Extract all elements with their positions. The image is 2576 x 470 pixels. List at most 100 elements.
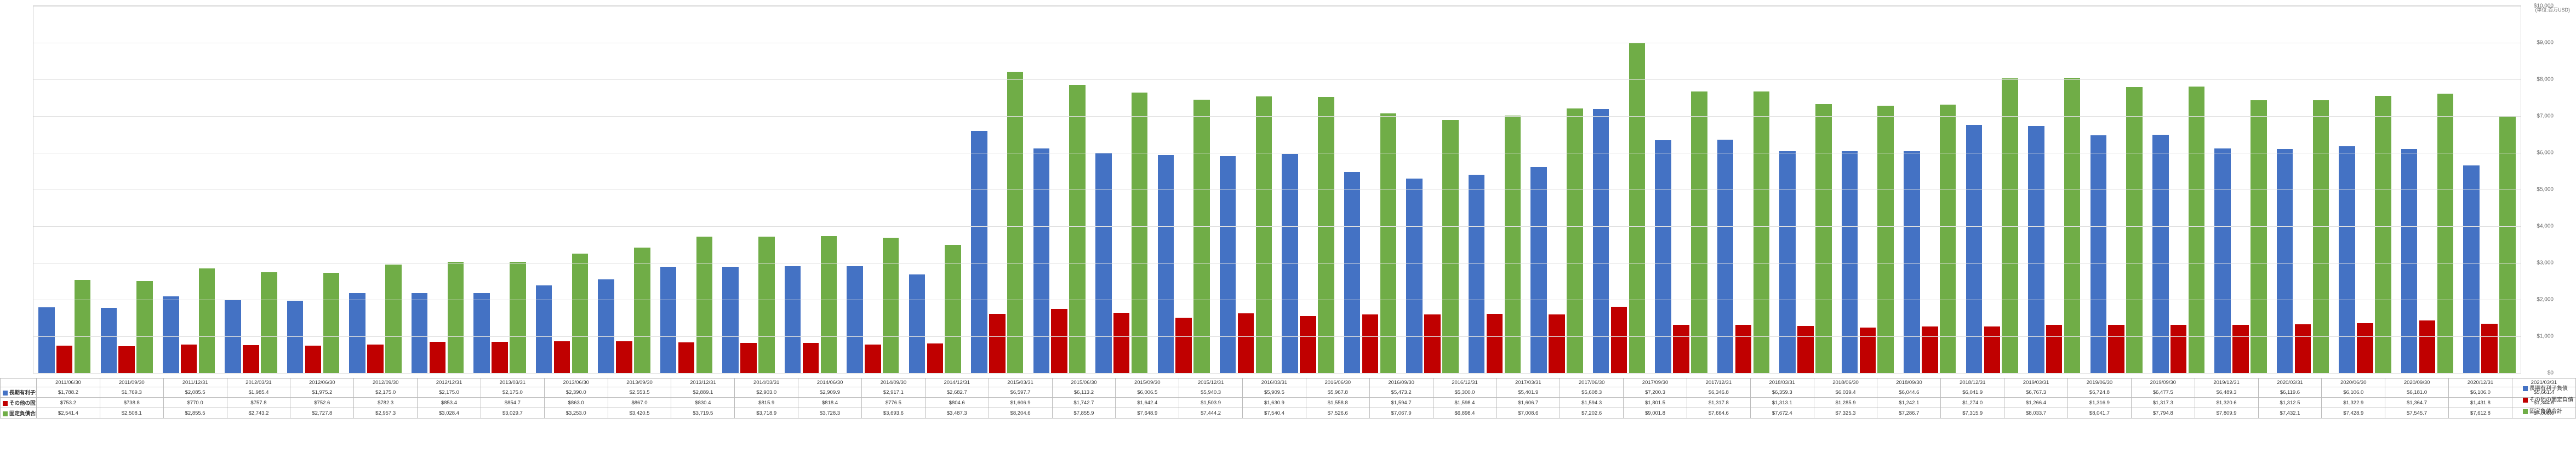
- bar-s1: [473, 293, 490, 373]
- table-col-header: 2013/12/31: [671, 379, 735, 387]
- table-col-header: 2016/06/30: [1306, 379, 1369, 387]
- table-cell: $7,202.6: [1560, 408, 1624, 419]
- legend-swatch: [2523, 398, 2528, 403]
- legend-item: 長期有利子負債: [2523, 383, 2573, 392]
- table-cell: $6,346.8: [1687, 387, 1750, 398]
- y-axis-tick: $3,000: [2537, 260, 2554, 266]
- table-col-header: 2019/09/30: [2131, 379, 2195, 387]
- table-cell: $7,315.9: [1941, 408, 2004, 419]
- table-col-header: 2019/06/30: [2068, 379, 2132, 387]
- table-cell: $1,364.7: [2385, 398, 2449, 408]
- table-cell: $815.9: [735, 398, 798, 408]
- table-cell: $2,903.0: [735, 387, 798, 398]
- bar-s3: [2126, 87, 2143, 373]
- bar-s3: [1193, 100, 1210, 373]
- bar-s1: [2152, 135, 2169, 373]
- data-table: 2011/06/302011/09/302011/12/312012/03/31…: [0, 378, 2576, 419]
- table-cell: $1,274.0: [1941, 398, 2004, 408]
- bar-s3: [1132, 93, 1148, 373]
- bar-s1: [598, 279, 614, 373]
- y-axis-tick: $6,000: [2537, 150, 2554, 156]
- table-cell: $7,325.3: [1814, 408, 1877, 419]
- bar-s1: [38, 307, 55, 373]
- bar-s3: [2064, 78, 2081, 373]
- table-cell: $1,606.7: [1497, 398, 1560, 408]
- table-cell: $1,266.4: [2004, 398, 2068, 408]
- bar-s2: [1984, 326, 2001, 373]
- bar-s1: [163, 296, 179, 373]
- bar-s1: [1282, 154, 1298, 373]
- table-cell: $7,612.8: [2449, 408, 2512, 419]
- legend-swatch: [3, 411, 8, 416]
- legend-swatch: [3, 391, 8, 396]
- bar-s3: [385, 265, 402, 373]
- bar-s1: [1406, 179, 1423, 373]
- table-cell: $6,041.9: [1941, 387, 2004, 398]
- table-cell: $5,401.9: [1497, 387, 1560, 398]
- table-col-header: 2017/12/31: [1687, 379, 1750, 387]
- table-col-header: 2013/06/30: [544, 379, 608, 387]
- table-col-header: 2019/03/31: [2004, 379, 2068, 387]
- table-cell: $6,044.6: [1877, 387, 1941, 398]
- table-col-header: 2015/03/31: [989, 379, 1052, 387]
- table-cell: $2,175.0: [481, 387, 544, 398]
- table-cell: $863.0: [544, 398, 608, 408]
- table-cell: $1,742.7: [1052, 398, 1116, 408]
- table-cell: $1,558.8: [1306, 398, 1369, 408]
- table-col-header: 2012/12/31: [418, 379, 481, 387]
- table-cell: $2,175.0: [354, 387, 418, 398]
- bar-s3: [1505, 116, 1521, 373]
- table-col-header: 2018/06/30: [1814, 379, 1877, 387]
- bar-s1: [1593, 109, 1609, 373]
- table-col-header: 2015/12/31: [1179, 379, 1243, 387]
- bar-s2: [1051, 309, 1067, 373]
- table-col-header: 2011/09/30: [100, 379, 163, 387]
- bar-s2: [56, 346, 73, 373]
- table-cell: $8,033.7: [2004, 408, 2068, 419]
- table-cell: $2,175.0: [418, 387, 481, 398]
- table-cell: $776.5: [861, 398, 925, 408]
- table-col-header: 2012/09/30: [354, 379, 418, 387]
- table-cell: $7,200.3: [1624, 387, 1687, 398]
- table-cell: $853.4: [418, 398, 481, 408]
- table-cell: $7,809.9: [2195, 408, 2258, 419]
- y-axis-tick: $9,000: [2537, 40, 2554, 46]
- bar-s1: [1842, 151, 1858, 373]
- bar-s1: [536, 285, 552, 373]
- table-cell: $6,597.7: [989, 387, 1052, 398]
- table-cell: $7,540.4: [1243, 408, 1306, 419]
- bar-s2: [1735, 325, 1752, 373]
- table-cell: $3,028.4: [418, 408, 481, 419]
- table-col-header: 2016/09/30: [1369, 379, 1433, 387]
- bar-s2: [243, 345, 259, 373]
- table-cell: $5,909.5: [1243, 387, 1306, 398]
- table-cell: $5,300.0: [1433, 387, 1497, 398]
- bar-s2: [2046, 325, 2063, 373]
- table-col-header: 2014/03/31: [735, 379, 798, 387]
- bar-s2: [554, 341, 570, 373]
- table-cell: $1,594.3: [1560, 398, 1624, 408]
- table-cell: $9,001.8: [1624, 408, 1687, 419]
- table-cell: $7,428.9: [2322, 408, 2385, 419]
- bar-s1: [1158, 155, 1174, 373]
- bar-s3: [696, 237, 713, 373]
- bar-s2: [1673, 325, 1689, 373]
- bar-s2: [803, 343, 819, 373]
- table-col-header: 2016/03/31: [1243, 379, 1306, 387]
- table-col-header: 2013/03/31: [481, 379, 544, 387]
- bar-s2: [1113, 313, 1130, 373]
- table-cell: $6,119.6: [2258, 387, 2322, 398]
- legend-swatch: [2523, 386, 2528, 391]
- legend-item: その他の固定負債: [2523, 395, 2573, 403]
- table-cell: $1,769.3: [100, 387, 163, 398]
- bar-s1: [412, 293, 428, 373]
- table-cell: $1,606.9: [989, 398, 1052, 408]
- table-row-header: 長期有利子負債: [1, 387, 37, 398]
- table-cell: $5,473.2: [1369, 387, 1433, 398]
- legend-swatch: [2523, 409, 2528, 414]
- table-col-header: 2020/12/31: [2449, 379, 2512, 387]
- bar-s3: [1691, 91, 1707, 373]
- bar-s3: [883, 238, 899, 373]
- table-cell: $6,106.0: [2322, 387, 2385, 398]
- bar-s3: [634, 248, 650, 373]
